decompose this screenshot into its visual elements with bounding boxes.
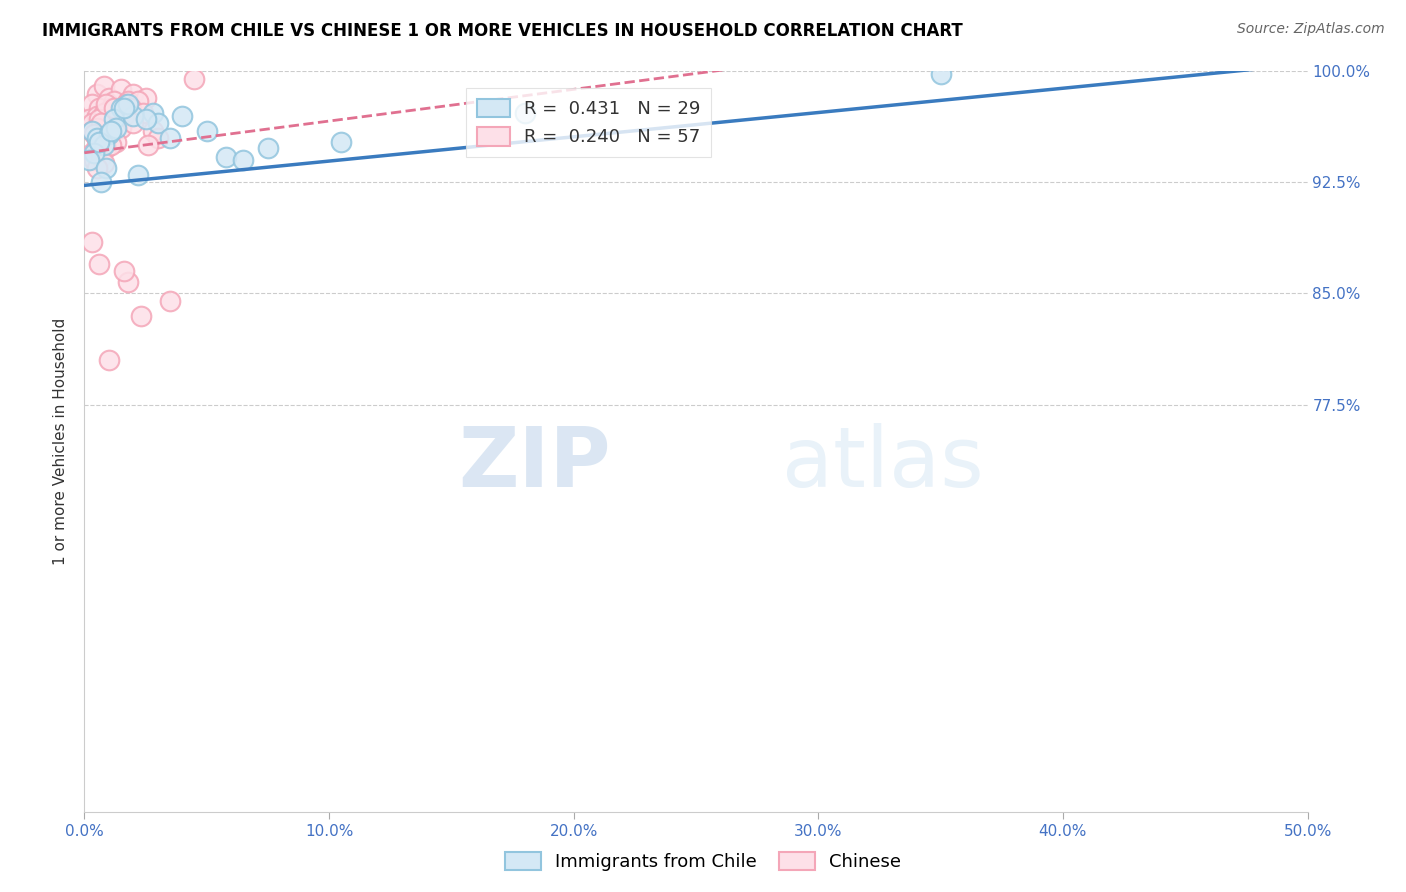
Point (135, 91, 157, 105)
Point (96, 141, 118, 155)
Point (80, 123, 103, 137)
Point (86, 87, 108, 101)
Point (80, 145, 103, 160)
Y-axis label: 1 or more Vehicles in Household: 1 or more Vehicles in Household (53, 318, 69, 566)
Point (215, 150, 238, 164)
Point (93, 105, 115, 120)
Point (80, 97, 103, 112)
Point (120, 102, 142, 116)
Point (146, 131, 169, 145)
Point (142, 123, 165, 137)
Point (103, 112, 125, 126)
Point (105, 136, 128, 150)
Point (87, 141, 110, 155)
Point (86, 131, 108, 145)
Point (929, 67, 952, 81)
Point (122, 87, 145, 101)
Point (183, 71, 205, 86)
Point (97, 91, 120, 105)
Point (146, 116, 169, 130)
Point (127, 94, 149, 108)
Point (86, 109, 108, 123)
Point (97, 127, 120, 141)
Point (112, 102, 135, 116)
Legend: R =  0.431   N = 29, R =  0.240   N = 57: R = 0.431 N = 29, R = 0.240 N = 57 (467, 87, 711, 157)
Point (232, 153, 254, 168)
Point (83, 153, 105, 168)
Point (93, 131, 115, 145)
Point (159, 131, 181, 145)
Point (87, 112, 110, 126)
Point (93, 138, 115, 153)
Point (132, 105, 155, 120)
Point (86, 120, 108, 135)
Point (100, 123, 122, 137)
Point (112, 264, 135, 278)
Point (330, 136, 353, 150)
Legend: Immigrants from Chile, Chinese: Immigrants from Chile, Chinese (498, 845, 908, 879)
Point (110, 120, 132, 135)
Point (135, 112, 157, 126)
Text: ZIP: ZIP (458, 423, 610, 504)
Point (172, 109, 194, 123)
Point (100, 138, 122, 153)
Point (87, 102, 110, 116)
Point (100, 102, 122, 116)
Point (80, 116, 103, 130)
Point (77, 153, 100, 168)
Point (83, 116, 105, 130)
Point (96, 161, 118, 175)
Point (86, 138, 108, 153)
Text: atlas: atlas (782, 423, 983, 504)
Point (117, 275, 139, 289)
Point (103, 94, 125, 108)
Point (117, 94, 139, 108)
Point (90, 109, 112, 123)
Point (115, 97, 138, 112)
Point (105, 120, 128, 135)
Point (87, 136, 110, 150)
Point (93, 156, 115, 170)
Point (110, 102, 132, 116)
Point (129, 309, 152, 323)
Point (90, 116, 112, 130)
Point (105, 104, 128, 119)
Point (122, 116, 145, 130)
Point (103, 102, 125, 116)
Point (117, 97, 139, 112)
Point (90, 150, 112, 164)
Point (80, 123, 103, 137)
Text: IMMIGRANTS FROM CHILE VS CHINESE 1 OR MORE VEHICLES IN HOUSEHOLD CORRELATION CHA: IMMIGRANTS FROM CHILE VS CHINESE 1 OR MO… (42, 22, 963, 40)
Point (97, 353, 120, 368)
Point (96, 97, 118, 112)
Point (107, 105, 129, 120)
Point (110, 82, 132, 96)
Point (122, 109, 145, 123)
Point (195, 123, 218, 137)
Point (87, 257, 110, 271)
Point (159, 293, 181, 308)
Point (136, 138, 159, 153)
Point (93, 79, 115, 94)
Point (97, 127, 120, 141)
Point (83, 127, 105, 141)
Point (257, 141, 280, 155)
Point (83, 145, 105, 160)
Point (77, 112, 100, 126)
Point (112, 109, 135, 123)
Point (80, 235, 103, 249)
Point (90, 176, 112, 190)
Point (127, 168, 149, 182)
Point (96, 105, 118, 120)
Point (86, 161, 108, 175)
Text: Source: ZipAtlas.com: Source: ZipAtlas.com (1237, 22, 1385, 37)
Point (142, 105, 165, 120)
Point (513, 105, 536, 120)
